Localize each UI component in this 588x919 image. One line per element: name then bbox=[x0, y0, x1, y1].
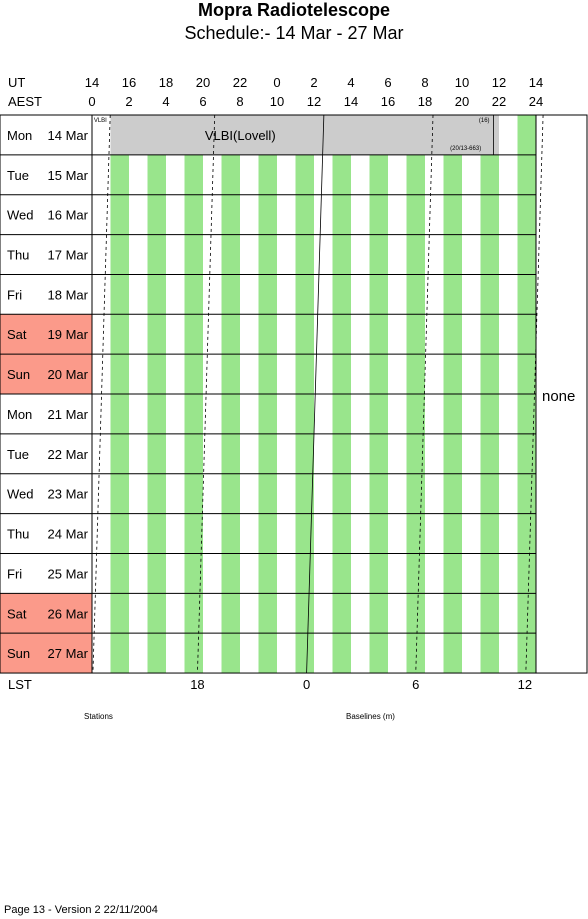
aest-row-label: AEST bbox=[8, 94, 42, 109]
vlbi-block bbox=[110, 115, 499, 155]
day-of-week-label: Sun bbox=[7, 367, 30, 382]
day-of-week-label: Tue bbox=[7, 168, 29, 183]
weekend-cell bbox=[0, 633, 92, 674]
date-label: 15 Mar bbox=[48, 168, 89, 183]
ut-tick-label: 20 bbox=[196, 75, 210, 90]
chart-subtitle: Schedule:- 14 Mar - 27 Mar bbox=[184, 23, 404, 43]
ut-tick-label: 22 bbox=[233, 75, 247, 90]
date-label: 24 Mar bbox=[48, 527, 89, 542]
date-label: 19 Mar bbox=[48, 327, 89, 342]
date-label: 25 Mar bbox=[48, 566, 89, 581]
aest-tick-label: 2 bbox=[125, 94, 132, 109]
vlbi-note: (20/13-663) bbox=[450, 146, 481, 152]
date-label: 18 Mar bbox=[48, 287, 89, 302]
stations-label: Stations bbox=[84, 712, 113, 721]
ut-tick-label: 12 bbox=[492, 75, 506, 90]
baselines-label: Baselines (m) bbox=[346, 712, 395, 721]
day-of-week-label: Wed bbox=[7, 487, 34, 502]
aest-tick-label: 10 bbox=[270, 94, 284, 109]
date-label: 22 Mar bbox=[48, 447, 89, 462]
date-label: 14 Mar bbox=[48, 128, 89, 143]
day-of-week-label: Fri bbox=[7, 287, 22, 302]
date-label: 17 Mar bbox=[48, 248, 89, 263]
date-label: 20 Mar bbox=[48, 367, 89, 382]
lst-row-label: LST bbox=[8, 677, 32, 692]
baselines-box bbox=[535, 114, 588, 674]
lst-tick-label: 0 bbox=[303, 677, 310, 692]
ut-row-label: UT bbox=[8, 75, 26, 90]
day-of-week-label: Sat bbox=[7, 327, 27, 342]
date-label: 23 Mar bbox=[48, 487, 89, 502]
aest-tick-label: 0 bbox=[88, 94, 95, 109]
ut-tick-label: 2 bbox=[310, 75, 317, 90]
day-of-week-label: Thu bbox=[7, 527, 29, 542]
ut-tick-label: 14 bbox=[529, 75, 543, 90]
weekend-cell bbox=[0, 593, 92, 634]
ut-tick-label: 4 bbox=[347, 75, 354, 90]
ut-tick-label: 14 bbox=[85, 75, 99, 90]
chart-title: Mopra Radiotelescope bbox=[197, 0, 391, 20]
aest-tick-label: 18 bbox=[418, 94, 432, 109]
ut-tick-label: 8 bbox=[421, 75, 428, 90]
aest-tick-label: 22 bbox=[492, 94, 506, 109]
day-of-week-label: Fri bbox=[7, 566, 22, 581]
aest-tick-label: 24 bbox=[529, 94, 543, 109]
lst-tick-label: 12 bbox=[518, 677, 532, 692]
day-of-week-label: Thu bbox=[7, 248, 29, 263]
ut-tick-label: 18 bbox=[159, 75, 173, 90]
aest-tick-label: 4 bbox=[162, 94, 169, 109]
aest-tick-label: 14 bbox=[344, 94, 358, 109]
aest-tick-label: 6 bbox=[199, 94, 206, 109]
day-of-week-label: Sun bbox=[7, 646, 30, 661]
page-footer: Page 13 - Version 2 22/11/2004 bbox=[4, 904, 158, 916]
date-label: 16 Mar bbox=[48, 208, 89, 223]
date-label: 21 Mar bbox=[48, 407, 89, 422]
ut-tick-label: 0 bbox=[273, 75, 280, 90]
date-label: 27 Mar bbox=[48, 646, 89, 661]
day-of-week-label: Tue bbox=[7, 447, 29, 462]
aest-tick-label: 16 bbox=[381, 94, 395, 109]
day-of-week-label: Mon bbox=[7, 407, 32, 422]
lst-line bbox=[306, 114, 325, 674]
aest-tick-label: 8 bbox=[236, 94, 243, 109]
baselines-value: none bbox=[542, 388, 576, 405]
day-of-week-label: Wed bbox=[7, 208, 34, 223]
ut-tick-label: 6 bbox=[384, 75, 391, 90]
aest-tick-label: 20 bbox=[455, 94, 469, 109]
aest-tick-label: 12 bbox=[307, 94, 321, 109]
lst-tick-label: 6 bbox=[412, 677, 419, 692]
weekend-cell bbox=[0, 314, 92, 355]
lst-tick-label: 18 bbox=[190, 677, 204, 692]
vlbi-note: (16) bbox=[479, 118, 490, 124]
date-label: 26 Mar bbox=[48, 606, 89, 621]
ut-tick-label: 10 bbox=[455, 75, 469, 90]
day-of-week-label: Mon bbox=[7, 128, 32, 143]
vlbi-small-label: VLBI bbox=[94, 118, 107, 124]
day-of-week-label: Sat bbox=[7, 606, 27, 621]
weekend-cell bbox=[0, 354, 92, 395]
ut-tick-label: 16 bbox=[122, 75, 136, 90]
vlbi-label: VLBI(Lovell) bbox=[205, 128, 276, 143]
